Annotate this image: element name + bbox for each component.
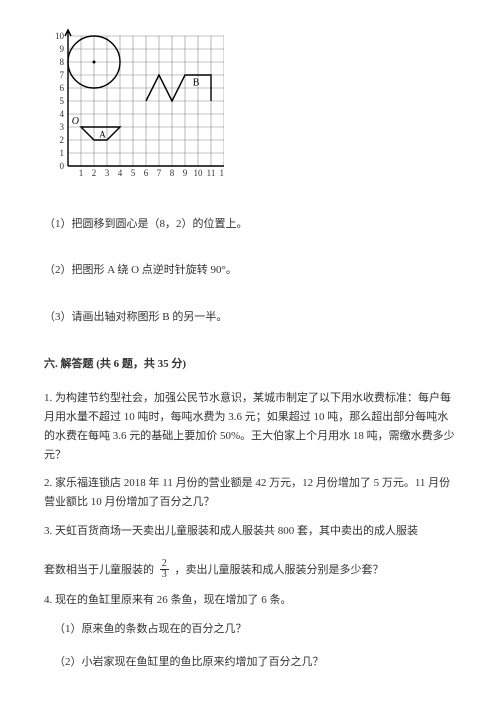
fraction-den: 3 <box>160 570 169 580</box>
svg-text:9: 9 <box>183 168 188 178</box>
svg-text:5: 5 <box>60 96 65 106</box>
svg-text:2: 2 <box>92 168 97 178</box>
svg-text:O: O <box>72 116 79 127</box>
q-pre: 套数相当于儿童服装的 <box>44 564 154 576</box>
svg-text:10: 10 <box>194 168 204 178</box>
svg-text:3: 3 <box>105 168 110 178</box>
svg-text:10: 10 <box>55 31 65 41</box>
svg-text:0: 0 <box>60 161 65 171</box>
question-4-2: （2）小岩家现在鱼缸里的鱼比原来约增加了百分之几？ <box>54 653 456 672</box>
svg-text:4: 4 <box>118 168 123 178</box>
section-6-title: 六. 解答题 (共 6 题，共 35 分) <box>44 355 456 374</box>
svg-text:1: 1 <box>79 168 84 178</box>
question-3a: 3. 天虹百货商场一天卖出儿童服装和成人服装共 800 套，其中卖出的成人服装 <box>44 522 456 541</box>
draw-task-2: （2）把图形 A 绕 O 点逆时针旋转 90°。 <box>44 261 456 280</box>
svg-text:1: 1 <box>60 148 65 158</box>
fraction-2-3: 2 3 <box>160 559 169 580</box>
draw-task-1: （1）把圆移到圆心是（8，2）的位置上。 <box>44 215 456 234</box>
question-3b: 套数相当于儿童服装的 2 3 ，卖出儿童服装和成人服装分别是多少套？ <box>44 560 456 581</box>
q-text: 1. 为构建节约型社会，加强公民节水意识，某城市制定了以下用水收费标准：每户每月… <box>44 392 455 460</box>
q-text: 3. 天虹百货商场一天卖出儿童服装和成人服装共 800 套，其中卖出的成人服装 <box>44 525 418 537</box>
svg-text:4: 4 <box>60 109 65 119</box>
svg-text:6: 6 <box>144 168 149 178</box>
svg-text:7: 7 <box>157 168 162 178</box>
svg-text:8: 8 <box>60 57 65 67</box>
svg-text:3: 3 <box>60 122 65 132</box>
question-1: 1. 为构建节约型社会，加强公民节水意识，某城市制定了以下用水收费标准：每户每月… <box>44 389 456 464</box>
svg-text:5: 5 <box>131 168 136 178</box>
task-text: （2）把图形 A 绕 O 点逆时针旋转 90°。 <box>44 264 237 276</box>
q-text: 4. 现在的鱼缸里原来有 26 条鱼，现在增加了 6 条。 <box>44 594 292 606</box>
question-2: 2. 家乐福连锁店 2018 年 11 月份的营业额是 42 万元，12 月份增… <box>44 474 456 511</box>
graph-svg: 012345678910123456789101112OAB <box>48 28 224 178</box>
q-text: （2）小岩家现在鱼缸里的鱼比原来约增加了百分之几？ <box>54 656 324 668</box>
task-text: （1）把圆移到圆心是（8，2）的位置上。 <box>44 218 248 230</box>
title-text: 六. 解答题 (共 6 题，共 35 分) <box>44 358 186 370</box>
draw-task-3: （3）请画出轴对称图形 B 的另一半。 <box>44 308 456 327</box>
svg-text:11: 11 <box>207 168 216 178</box>
svg-text:7: 7 <box>60 70 65 80</box>
svg-text:9: 9 <box>60 44 65 54</box>
question-4: 4. 现在的鱼缸里原来有 26 条鱼，现在增加了 6 条。 <box>44 591 456 610</box>
question-4-1: （1）原来鱼的条数占现在的百分之几？ <box>54 620 456 639</box>
grid-graph: 012345678910123456789101112OAB <box>48 28 456 185</box>
q-post: ，卖出儿童服装和成人服装分别是多少套？ <box>175 564 384 576</box>
q-text: （1）原来鱼的条数占现在的百分之几？ <box>54 623 247 635</box>
svg-text:6: 6 <box>60 83 65 93</box>
q-text: 2. 家乐福连锁店 2018 年 11 月份的营业额是 42 万元，12 月份增… <box>44 477 450 508</box>
svg-text:8: 8 <box>170 168 175 178</box>
svg-text:12: 12 <box>220 168 225 178</box>
svg-text:2: 2 <box>60 135 65 145</box>
svg-text:A: A <box>99 129 106 139</box>
svg-text:B: B <box>193 77 200 88</box>
task-text: （3）请画出轴对称图形 B 的另一半。 <box>44 311 227 323</box>
